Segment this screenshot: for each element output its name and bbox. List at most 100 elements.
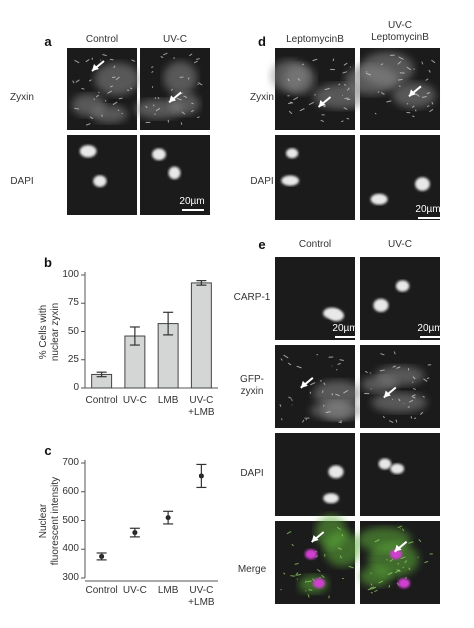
fiber: [312, 58, 318, 62]
y-tick-label: 600: [62, 485, 79, 497]
column-label: Control: [298, 239, 332, 250]
fiber: [304, 580, 307, 583]
fiber: [319, 576, 321, 579]
micrograph-content: [373, 280, 410, 312]
nucleus: [79, 145, 97, 158]
panel-label: e: [258, 237, 266, 252]
micrograph-content: [280, 514, 362, 599]
x-tick-label: UV-C +LMB: [188, 395, 215, 418]
nucleus: [323, 493, 339, 504]
fiber: [130, 87, 133, 90]
nucleus: [152, 148, 166, 161]
fiber: [302, 419, 305, 423]
fiber: [189, 53, 193, 57]
fiber: [426, 377, 430, 379]
fiber: [85, 59, 90, 63]
fiber: [295, 572, 299, 576]
cell-body: [392, 82, 436, 109]
cell-body: [313, 380, 363, 407]
fiber: [408, 541, 414, 544]
fiber: [283, 572, 286, 575]
micrograph: [360, 257, 440, 340]
row-label: CARP-1: [233, 292, 271, 303]
fiber: [426, 105, 430, 108]
micrograph: [360, 433, 440, 516]
fiber: [398, 398, 401, 402]
fiber: [344, 97, 349, 100]
fiber: [196, 58, 200, 60]
fiber: [343, 83, 347, 87]
column-label: UV-C: [388, 239, 412, 250]
fiber: [338, 83, 341, 86]
fiber: [402, 528, 405, 532]
fiber: [112, 101, 118, 106]
fiber: [379, 369, 385, 372]
fiber: [307, 594, 310, 598]
fiber: [101, 114, 103, 117]
nucleus: [370, 193, 388, 205]
fiber: [288, 396, 292, 399]
fiber: [187, 77, 190, 80]
fiber: [109, 58, 114, 61]
nucleus: [415, 177, 430, 191]
fiber: [431, 59, 436, 64]
cell-body: [71, 93, 106, 117]
fiber: [309, 391, 312, 394]
arrow-head: [311, 535, 319, 543]
nucleus: [398, 578, 410, 589]
fiber: [145, 105, 148, 109]
fiber: [322, 404, 325, 407]
fiber: [428, 69, 431, 73]
fiber: [314, 93, 316, 96]
scale-bar-label: 20µm: [417, 323, 443, 334]
fiber: [89, 116, 94, 120]
fiber: [306, 580, 312, 583]
arrow-head: [383, 390, 391, 398]
fiber: [339, 359, 344, 361]
row-label: Zyxin: [10, 92, 34, 103]
fiber: [341, 120, 344, 123]
fiber: [413, 68, 415, 70]
fiber: [151, 70, 154, 74]
fiber: [346, 87, 350, 91]
bar: [190, 282, 212, 389]
x-tick-label: Control: [85, 395, 118, 406]
row-label: DAPI: [250, 176, 274, 187]
fiber: [380, 353, 385, 356]
fiber: [389, 558, 394, 562]
row-label: Merge: [237, 564, 267, 575]
fiber: [408, 567, 411, 571]
x-tick-label: LMB: [157, 585, 179, 596]
cell-body: [315, 514, 347, 549]
fiber: [391, 398, 394, 401]
fiber: [377, 91, 380, 93]
fiber: [343, 62, 348, 66]
fiber: [299, 108, 305, 112]
arrow-head: [300, 380, 308, 388]
row-label: GFP- zyxin: [240, 374, 264, 397]
fiber: [197, 83, 199, 86]
row-label: DAPI: [10, 176, 34, 187]
fiber: [427, 364, 432, 366]
fiber: [110, 85, 114, 88]
fiber: [398, 56, 404, 60]
fiber: [365, 71, 368, 73]
fiber: [387, 572, 393, 576]
fiber: [412, 394, 416, 397]
row-label: DAPI: [240, 468, 264, 479]
y-tick-label: 500: [62, 514, 79, 526]
x-tick-label: Control: [85, 585, 118, 596]
fiber: [180, 122, 183, 125]
fiber: [335, 393, 340, 397]
fiber: [374, 539, 380, 543]
fiber: [95, 94, 99, 98]
fiber: [380, 92, 385, 95]
fiber: [374, 112, 377, 115]
scale-bar-label: 20µm: [179, 196, 205, 207]
fiber: [287, 78, 290, 82]
micrograph-content: [370, 177, 430, 205]
y-axis-label: % Cells with nuclear zyxin: [38, 302, 61, 361]
y-tick-label: 75: [67, 297, 79, 309]
micrograph-content: [323, 307, 344, 322]
fiber: [392, 365, 396, 368]
